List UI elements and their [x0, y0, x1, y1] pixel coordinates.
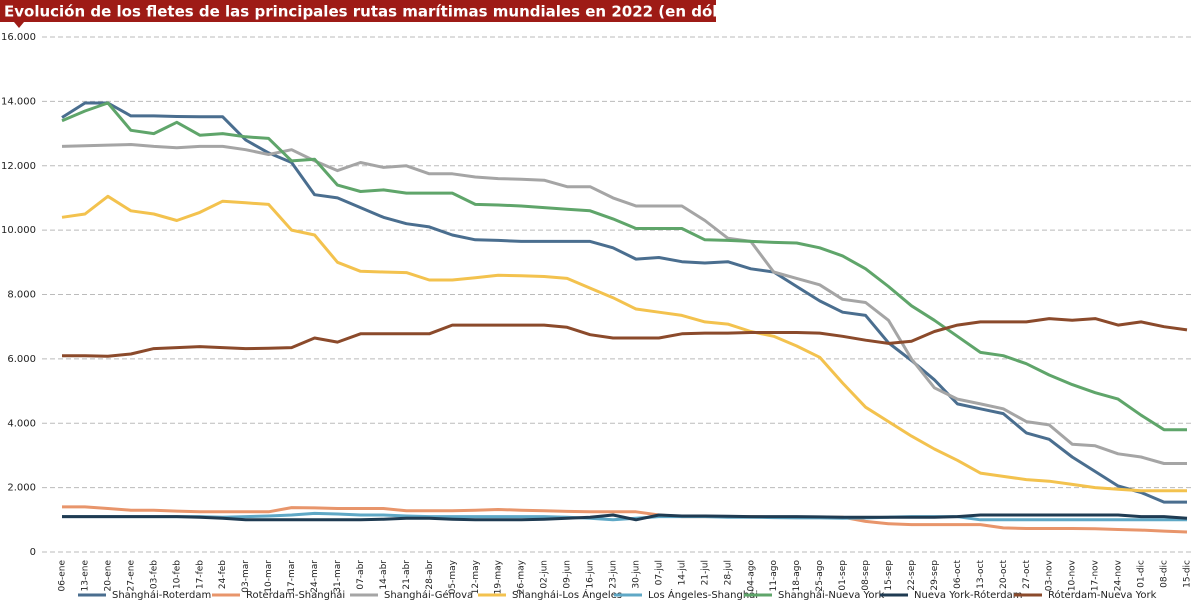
x-tick-label: 13-ene — [80, 560, 90, 592]
chart-title: Evolución de los fletes de las principal… — [4, 3, 761, 21]
x-tick-label: 10-feb — [172, 560, 182, 589]
x-tick-label: 05-may — [448, 559, 458, 594]
x-tick-label: 24-nov — [1114, 559, 1124, 591]
x-tick-label: 19-may — [494, 559, 504, 594]
x-tick-label: 13-oct — [976, 560, 986, 589]
x-tick-label: 03-mar — [241, 560, 251, 593]
x-tick-label: 17-feb — [195, 560, 205, 589]
x-tick-label: 09-jun — [563, 560, 573, 589]
x-tick-label: 28-jul — [723, 560, 733, 585]
x-tick-label: 11-ago — [769, 560, 779, 592]
legend-label: Nueva York-Róterdam — [914, 589, 1022, 601]
y-tick-label: 0 — [30, 547, 36, 558]
x-tick-label: 03-feb — [149, 560, 159, 589]
legend-label: Shanghái-Roterdam — [112, 589, 211, 601]
title-pointer — [14, 22, 24, 28]
legend-label: Los Ángeles-Shanghái — [648, 588, 758, 601]
series-line — [62, 511, 1187, 522]
x-tick-label: 29-sep — [930, 560, 940, 591]
x-tick-label: 02-jun — [540, 560, 550, 589]
x-tick-label: 08-sep — [861, 560, 871, 591]
x-tick-label: 06-ene — [58, 560, 68, 592]
x-tick-label: 24-feb — [218, 560, 228, 589]
x-tick-label: 15-sep — [884, 560, 894, 591]
y-tick-label: 2.000 — [7, 483, 36, 494]
x-tick-label: 25-ago — [815, 560, 825, 592]
x-tick-label: 18-ago — [792, 560, 802, 592]
y-tick-label: 16.000 — [1, 32, 36, 43]
x-tick-label: 10-mar — [264, 560, 274, 593]
x-tick-label: 22-sep — [907, 560, 917, 591]
x-tick-label: 26-may — [517, 559, 527, 594]
x-tick-label: 21-abr — [402, 560, 412, 590]
y-tick-label: 6.000 — [7, 354, 36, 365]
x-tick-label: 20-oct — [999, 560, 1009, 589]
x-tick-label: 08-dic — [1160, 560, 1170, 588]
series-line — [62, 505, 1188, 534]
x-tick-label: 17-mar — [287, 560, 297, 593]
x-tick-label: 14-jul — [677, 560, 687, 585]
legend-label: Shanghái-Génova — [384, 589, 473, 601]
x-tick-label: 14-abr — [379, 560, 389, 590]
x-tick-label: 20-ene — [103, 560, 113, 592]
x-tick-label: 01-sep — [838, 560, 848, 591]
y-tick-label: 12.000 — [1, 161, 36, 172]
legend-label: Shanghái-Nueva York — [778, 589, 885, 601]
series-line — [62, 317, 1188, 358]
y-tick-label: 8.000 — [7, 290, 36, 301]
x-tick-label: 21-jul — [700, 560, 710, 585]
series-line — [62, 513, 1188, 522]
x-tick-label: 28-abr — [425, 560, 435, 590]
x-tick-label: 15-dic — [1183, 560, 1193, 588]
x-tick-label: 01-dic — [1137, 560, 1147, 588]
x-tick-label: 30-jun — [631, 560, 641, 589]
y-tick-label: 10.000 — [1, 225, 36, 236]
x-tick-label: 24-mar — [310, 560, 320, 593]
x-tick-label: 27-oct — [1022, 560, 1032, 589]
series-line — [61, 194, 1187, 493]
legend-label: Róterdam-Nueva York — [1048, 589, 1157, 601]
x-tick-label: 04-ago — [746, 560, 756, 592]
y-tick-label: 14.000 — [1, 96, 36, 107]
series-line — [61, 101, 1187, 504]
series-line — [61, 143, 1187, 465]
series-line — [61, 101, 1187, 432]
x-tick-label: 07-jul — [654, 560, 664, 585]
x-tick-label: 16-jun — [586, 560, 596, 589]
x-tick-label: 31-mar — [333, 560, 343, 593]
x-tick-label: 27-ene — [126, 560, 136, 592]
x-tick-label: 10-nov — [1068, 559, 1078, 591]
x-tick-label: 06-oct — [953, 560, 963, 589]
legend-label: Roterdam-Shanghái — [246, 589, 345, 601]
x-tick-label: 03-nov — [1045, 559, 1055, 591]
legend-label: Shanghái-Los Ángeles — [512, 588, 622, 601]
title-bar — [0, 0, 716, 22]
x-tick-label: 12-may — [471, 559, 481, 594]
x-tick-label: 17-nov — [1091, 559, 1101, 591]
x-tick-label: 23-jun — [609, 560, 619, 589]
y-tick-label: 4.000 — [7, 418, 36, 429]
x-tick-label: 07-abr — [356, 560, 366, 590]
